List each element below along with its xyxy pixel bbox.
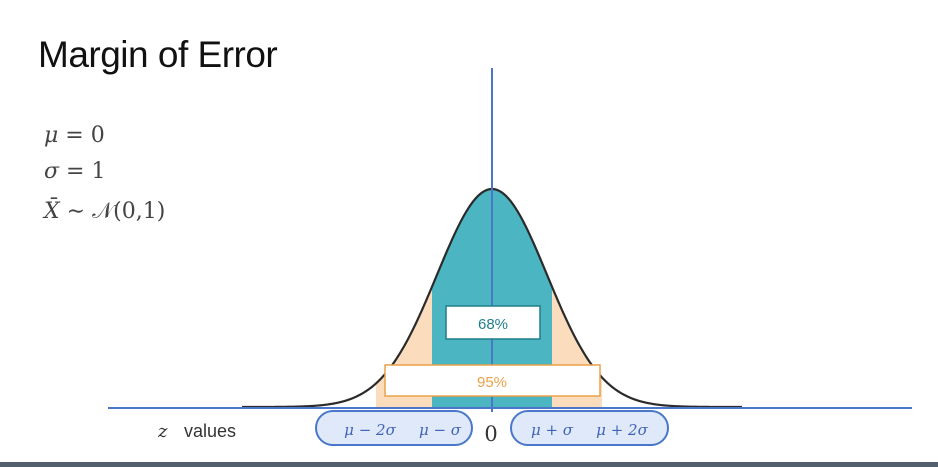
band-95-label: 95% bbox=[477, 374, 507, 391]
band-68-box bbox=[445, 305, 541, 340]
band-95-box bbox=[384, 364, 601, 397]
plus-2-sigma-label: μ + 2σ bbox=[596, 421, 648, 439]
z-symbol: z bbox=[157, 421, 168, 442]
mu-value: = 0 bbox=[58, 123, 105, 148]
right-pill bbox=[510, 410, 669, 446]
distribution-expression: ∼ 𝒩(0,1) bbox=[59, 199, 166, 224]
slide-title: Margin of Error bbox=[38, 34, 278, 75]
xbar-symbol: X̄ bbox=[44, 199, 60, 224]
left-pill bbox=[315, 410, 473, 446]
plus-1-sigma-label: μ + σ bbox=[531, 421, 574, 439]
sigma-symbol: σ bbox=[44, 159, 60, 184]
band-68-label: 68% bbox=[478, 316, 508, 333]
mu-equation: μ = 0 bbox=[44, 123, 105, 148]
z-values-label: z values bbox=[157, 421, 236, 442]
sigma-equation: σ = 1 bbox=[44, 159, 105, 184]
zero-label: 0 bbox=[484, 422, 497, 446]
bottom-bar bbox=[0, 462, 938, 467]
sigma-value: = 1 bbox=[59, 159, 106, 184]
distribution-equation: X̄ ∼ 𝒩(0,1) bbox=[44, 199, 165, 224]
minus-1-sigma-label: μ − σ bbox=[419, 421, 462, 439]
values-word: values bbox=[184, 421, 236, 441]
minus-2-sigma-label: μ − 2σ bbox=[344, 421, 396, 439]
mu-symbol: μ bbox=[44, 123, 59, 148]
